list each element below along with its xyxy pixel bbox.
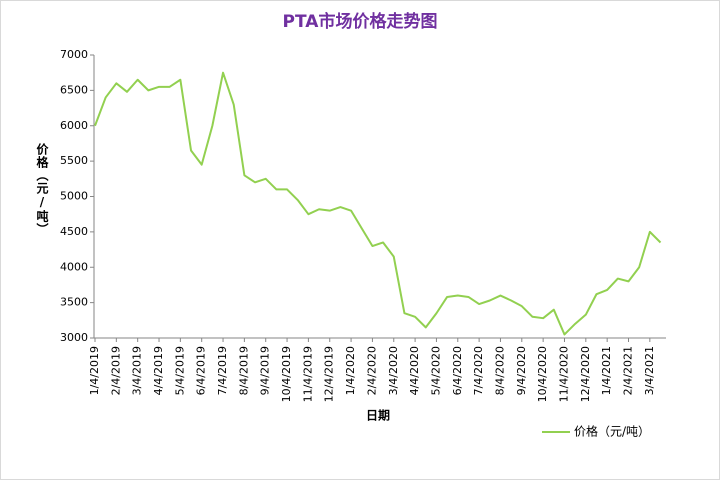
y-tick-label: 6000 (60, 119, 88, 132)
x-axis-label: 日期 (366, 408, 390, 423)
x-tick-label: 9/4/2019 (259, 346, 272, 395)
x-tick-label: 1/4/2020 (344, 346, 357, 395)
x-tick-label: 9/4/2020 (515, 346, 528, 395)
x-tick-label: 3/4/2021 (643, 346, 656, 395)
x-tick-label: 2/4/2019 (109, 346, 122, 395)
x-tick-label: 3/4/2020 (387, 346, 400, 395)
x-tick-label: 12/4/2020 (579, 346, 592, 402)
x-tick-label: 6/4/2019 (195, 346, 208, 395)
x-tick-label: 2/4/2021 (622, 346, 635, 395)
x-tick-label: 8/4/2019 (237, 346, 250, 395)
x-tick-label: 11/4/2020 (557, 346, 570, 402)
y-tick-label: 4500 (60, 225, 88, 238)
x-tick-label: 12/4/2019 (323, 346, 336, 402)
x-tick-label: 1/4/2019 (88, 346, 101, 395)
x-tick-label: 7/4/2020 (472, 346, 485, 395)
x-tick-label: 10/4/2020 (536, 346, 549, 402)
chart-title: PTA市场价格走势图 (283, 11, 438, 32)
x-tick-label: 8/4/2020 (493, 346, 506, 395)
x-tick-label: 2/4/2020 (365, 346, 378, 395)
x-tick-label: 3/4/2019 (131, 346, 144, 395)
x-tick-label: 1/4/2021 (600, 346, 613, 395)
y-tick-label: 3000 (60, 331, 88, 344)
x-tick-label: 11/4/2019 (301, 346, 314, 402)
series-line (94, 71, 662, 336)
x-tick-label: 6/4/2020 (451, 346, 464, 395)
y-tick-label: 3500 (60, 296, 88, 309)
x-tick-label: 5/4/2020 (429, 346, 442, 395)
y-tick-label: 5000 (60, 190, 88, 203)
y-axis-label: 价格（元/吨） (35, 143, 49, 236)
x-tick-label: 5/4/2019 (173, 346, 186, 395)
y-tick-label: 7000 (60, 48, 88, 61)
y-tick-label: 4000 (60, 260, 88, 273)
y-tick-label: 6500 (60, 83, 88, 96)
legend-label: 价格（元/吨） (574, 424, 650, 439)
x-tick-label: 7/4/2019 (216, 346, 229, 395)
x-tick-label: 4/4/2019 (152, 346, 165, 395)
x-tick-label: 4/4/2020 (408, 346, 421, 395)
y-tick-label: 5500 (60, 154, 88, 167)
x-tick-label: 10/4/2019 (280, 346, 293, 402)
